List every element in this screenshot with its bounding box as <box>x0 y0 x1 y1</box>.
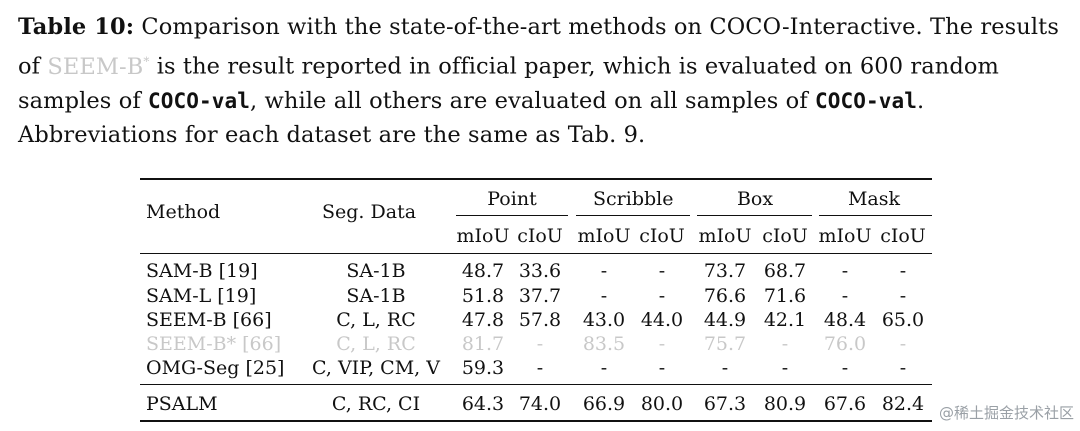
table-row-value: 59.3 <box>461 357 505 379</box>
table-row-seg-data: SA-1B <box>346 285 406 307</box>
table-row-value: - <box>536 333 544 355</box>
header-method: Method <box>146 201 221 223</box>
header-sub-miou: mIoU <box>456 225 510 247</box>
table-row-value: 37.7 <box>518 285 562 307</box>
table-row-value: - <box>899 357 907 379</box>
table-row-value: 33.6 <box>518 260 562 282</box>
table-row-value: 48.4 <box>823 309 867 331</box>
table-row-value: - <box>899 285 907 307</box>
table-row-seg-data: C, L, RC <box>336 309 416 331</box>
table-row-value: 83.5 <box>582 333 626 355</box>
table-row-method: SAM-B [19] <box>146 260 258 282</box>
table-row-value: 43.0 <box>582 309 626 331</box>
header-group-point: Point <box>487 188 537 210</box>
table-row-value: 76.0 <box>823 333 867 355</box>
caption-text-1: Comparison with the state-of-the-art met… <box>18 14 1059 80</box>
header-sub-miou: mIoU <box>698 225 752 247</box>
table-row-value: - <box>658 285 666 307</box>
table-row-value: - <box>600 285 608 307</box>
table-row-value: 64.3 <box>461 393 505 415</box>
watermark: @稀土掘金技术社区 <box>938 404 1074 422</box>
table-row-value: 44.0 <box>640 309 684 331</box>
caption-text-2: is the result reported in official paper… <box>18 53 999 114</box>
caption-text-3: , while all others are evaluated on all … <box>250 87 815 114</box>
header-group-scribble: Scribble <box>593 188 674 210</box>
table-row-value: - <box>841 260 849 282</box>
table-row-value: 65.0 <box>881 309 925 331</box>
table-row-value: 80.0 <box>640 393 684 415</box>
table-row-value: 67.6 <box>823 393 867 415</box>
header-sub-ciou: cIoU <box>517 225 563 247</box>
table-row-value: 73.7 <box>703 260 747 282</box>
table-row-value: - <box>841 285 849 307</box>
table-row-value: 48.7 <box>461 260 505 282</box>
table-row-method: OMG-Seg [25] <box>146 357 285 379</box>
header-sub-miou: mIoU <box>818 225 872 247</box>
header-sub-ciou: cIoU <box>880 225 926 247</box>
table-row-value: - <box>721 357 729 379</box>
table-row-value: 68.7 <box>763 260 807 282</box>
group-rule-point <box>456 215 568 216</box>
table-row-method: SAM-L [19] <box>146 285 257 307</box>
header-rule <box>140 253 932 254</box>
table-row-method: SEEM-B [66] <box>146 309 272 331</box>
table-row-value: 76.6 <box>703 285 747 307</box>
table-row-seg-data: C, RC, CI <box>331 393 421 415</box>
bottom-rule <box>140 420 932 422</box>
caption-code-2: COCO-val <box>815 88 917 113</box>
group-rule-box <box>697 215 812 216</box>
table-row-value: - <box>781 333 789 355</box>
caption-label: Table 10: <box>18 14 135 40</box>
table-row-value: 51.8 <box>461 285 505 307</box>
group-rule-mask <box>819 215 932 216</box>
header-sub-miou: mIoU <box>577 225 631 247</box>
table-row-value: - <box>658 357 666 379</box>
caption-text-4: . Abbreviations for each dataset are the… <box>18 87 925 148</box>
top-rule <box>140 178 932 180</box>
table-row-value: - <box>658 333 666 355</box>
table-row-value: 74.0 <box>518 393 562 415</box>
caption-code-1: COCO-val <box>148 88 250 113</box>
table-row-value: 80.9 <box>763 393 807 415</box>
header-sub-ciou: cIoU <box>639 225 685 247</box>
caption-faded-method: SEEM-B* <box>47 53 150 80</box>
table-row-value: - <box>841 357 849 379</box>
header-seg-data: Seg. Data <box>322 201 417 223</box>
table-row-value: 57.8 <box>518 309 562 331</box>
table-row-value: - <box>600 260 608 282</box>
table-row-method: SEEM-B* [66] <box>146 333 282 355</box>
table-row-value: 66.9 <box>582 393 626 415</box>
table-row-value: 67.3 <box>703 393 747 415</box>
table-row-seg-data: C, L, RC <box>336 333 416 355</box>
table-row-value: - <box>658 260 666 282</box>
table-row-method: PSALM <box>146 393 218 415</box>
body-rule <box>140 384 932 385</box>
table-row-value: - <box>600 357 608 379</box>
table-caption: Table 10: Comparison with the state-of-t… <box>18 10 1068 152</box>
table-row-seg-data: C, VIP, CM, V <box>312 357 440 379</box>
table-row-value: 81.7 <box>461 333 505 355</box>
header-group-box: Box <box>736 188 774 210</box>
table-row-value: - <box>899 333 907 355</box>
header-sub-ciou: cIoU <box>762 225 808 247</box>
table-row-value: 47.8 <box>461 309 505 331</box>
table-row-seg-data: SA-1B <box>346 260 406 282</box>
table-row-value: 44.9 <box>703 309 747 331</box>
group-rule-scribble <box>576 215 690 216</box>
table-row-value: 71.6 <box>763 285 807 307</box>
table-row-value: 42.1 <box>763 309 807 331</box>
table-row-value: 75.7 <box>703 333 747 355</box>
header-group-mask: Mask <box>847 188 901 210</box>
table-row-value: - <box>781 357 789 379</box>
table-row-value: - <box>536 357 544 379</box>
table-row-value: - <box>899 260 907 282</box>
table-row-value: 82.4 <box>881 393 925 415</box>
